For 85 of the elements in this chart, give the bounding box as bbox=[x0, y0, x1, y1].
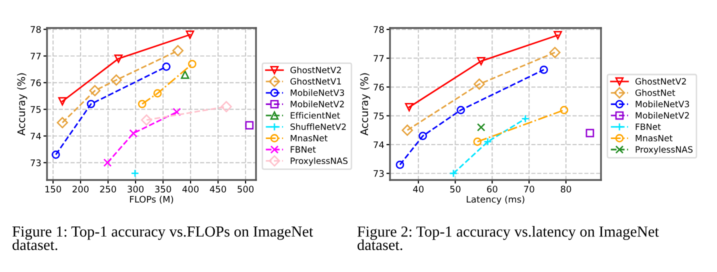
point bbox=[473, 138, 482, 146]
point bbox=[484, 138, 492, 146]
point bbox=[405, 103, 414, 112]
point bbox=[129, 129, 138, 138]
legend-label: MnasNet bbox=[636, 134, 673, 142]
legend-label: FBNet bbox=[290, 146, 316, 153]
legend-label: GhostNet bbox=[635, 89, 676, 96]
point bbox=[172, 45, 184, 56]
point bbox=[521, 114, 530, 123]
point bbox=[153, 89, 162, 98]
legend-label: ProxylessNAS bbox=[290, 157, 348, 166]
point bbox=[172, 108, 181, 116]
x-tick-label: 500 bbox=[238, 186, 254, 193]
legend-label: GhostNetV2 bbox=[290, 66, 341, 74]
y-tick-label: 73 bbox=[30, 159, 41, 166]
point bbox=[180, 70, 190, 79]
x-tick-label: 150 bbox=[45, 186, 62, 193]
legend-label: FBNet bbox=[636, 124, 661, 130]
point bbox=[474, 78, 485, 90]
x-tick-label: 80 bbox=[560, 186, 572, 193]
point bbox=[86, 100, 96, 108]
point bbox=[586, 128, 594, 138]
point bbox=[89, 85, 100, 96]
y-tick-label: 77 bbox=[374, 55, 384, 62]
point bbox=[476, 123, 486, 132]
legend-label: MobileNetV3 bbox=[290, 89, 344, 96]
point bbox=[560, 106, 568, 114]
legend-label: MobileNetV2 bbox=[636, 112, 689, 119]
point bbox=[476, 56, 486, 66]
point bbox=[449, 169, 458, 178]
point bbox=[245, 121, 254, 130]
y-axis-title: Accuray (%) bbox=[17, 73, 28, 136]
point bbox=[418, 132, 427, 140]
point bbox=[110, 74, 122, 86]
x-axis-title: FLOPs (M) bbox=[130, 196, 174, 204]
point bbox=[188, 60, 196, 68]
x-tick-label: 50 bbox=[450, 186, 460, 193]
x-tick-label: 400 bbox=[182, 186, 199, 193]
point bbox=[103, 158, 112, 167]
point bbox=[554, 31, 562, 40]
x-tick-label: 350 bbox=[155, 186, 172, 193]
point bbox=[56, 117, 68, 128]
point bbox=[162, 62, 171, 71]
point bbox=[540, 66, 548, 74]
point bbox=[396, 160, 404, 169]
legend-label: EfficientNet bbox=[290, 112, 340, 119]
x-tick-label: 450 bbox=[210, 186, 226, 193]
y-tick-label: 76 bbox=[374, 84, 384, 91]
point bbox=[138, 100, 146, 108]
point bbox=[220, 101, 232, 112]
x-tick-label: 60 bbox=[487, 186, 498, 193]
point bbox=[130, 169, 140, 178]
x-tick-label: 250 bbox=[100, 186, 116, 193]
y-tick-label: 77 bbox=[30, 52, 41, 60]
legend-label: ProxylessNAS bbox=[636, 146, 693, 154]
point bbox=[456, 106, 465, 114]
x-tick-label: 300 bbox=[128, 186, 144, 193]
y-tick-label: 75 bbox=[30, 106, 41, 113]
point bbox=[58, 97, 67, 106]
caption: Figure 1: Top-1 accuracy vs.FLOPs on ImageNet dataset. bbox=[12, 226, 314, 250]
point bbox=[549, 46, 560, 58]
point bbox=[186, 30, 194, 39]
caption: Figure 2: Top-1 accuracy vs.latency on ImageNet dataset. bbox=[357, 226, 659, 250]
x-tick-label: 40 bbox=[413, 186, 424, 193]
y-tick-label: 73 bbox=[374, 170, 384, 177]
y-tick-label: 78 bbox=[374, 26, 384, 33]
y-tick-label: 74 bbox=[30, 132, 41, 140]
y-tick-label: 74 bbox=[374, 141, 384, 148]
legend-label: GhostNetV1 bbox=[290, 78, 341, 85]
legend-label: MnasNet bbox=[290, 134, 328, 142]
legend-label: ShuffleNetV2 bbox=[290, 123, 346, 130]
point bbox=[52, 150, 60, 159]
legend-label: GhostNetV2 bbox=[635, 78, 686, 85]
x-axis-title: Latency (ms) bbox=[466, 196, 524, 204]
point bbox=[140, 114, 152, 126]
y-tick-label: 75 bbox=[374, 112, 384, 120]
point bbox=[402, 124, 413, 136]
x-tick-label: 70 bbox=[524, 186, 534, 193]
legend-label: MobileNetV3 bbox=[636, 100, 690, 108]
y-tick-label: 78 bbox=[30, 26, 41, 33]
point bbox=[114, 54, 123, 63]
x-tick-label: 200 bbox=[72, 186, 89, 193]
y-tick-label: 76 bbox=[30, 79, 41, 86]
legend-label: MobileNetV2 bbox=[290, 100, 344, 108]
y-axis-title: Accuray (%) bbox=[360, 73, 370, 136]
